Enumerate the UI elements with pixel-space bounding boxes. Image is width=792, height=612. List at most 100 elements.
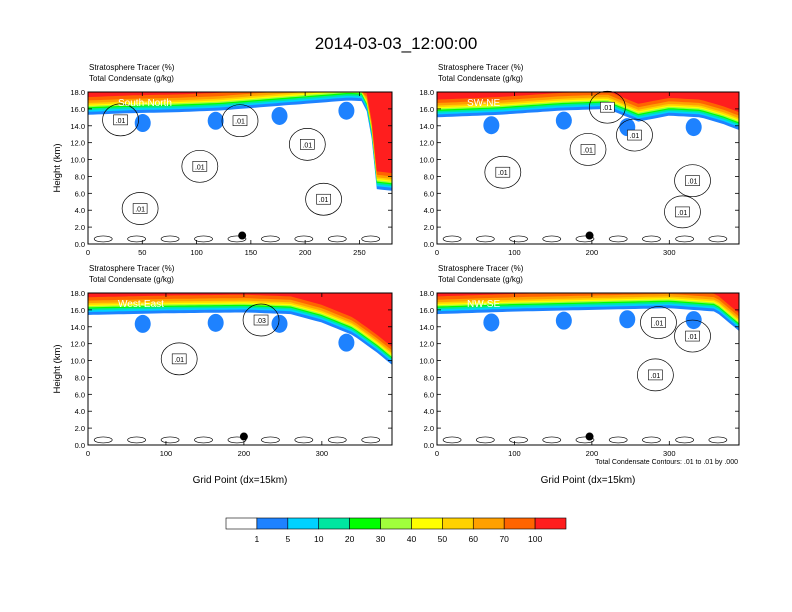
contour-note: Total Condensate Contours: .01 to .01 by…	[595, 459, 738, 466]
tracer-band	[437, 293, 739, 320]
contour-label-text: .01	[651, 373, 661, 380]
y-tick-label: 16.0	[70, 306, 85, 315]
contour-label: .01	[651, 317, 666, 328]
low-cloud-contour	[608, 436, 628, 444]
figure-title: 2014-03-03_12:00:00	[315, 34, 478, 53]
low-cloud-contour	[675, 436, 694, 444]
contour-label-box	[171, 353, 187, 365]
low-cloud-contour	[327, 235, 347, 243]
tracer-patch	[685, 118, 702, 137]
contour-label: .01	[495, 166, 511, 178]
x-tick-label: 300	[663, 248, 676, 257]
low-cloud-contour	[642, 235, 661, 243]
y-tick-label: 8.0	[75, 373, 85, 382]
contour-label-box	[495, 166, 511, 178]
low-cloud-contour	[194, 436, 213, 444]
panel-subtitle: Total Condensate (g/kg)	[89, 275, 174, 284]
contour-label: .01	[580, 144, 596, 155]
contour-label: .01	[627, 129, 642, 141]
tracer-band	[437, 92, 739, 113]
y-tick-label: 10.0	[70, 357, 85, 366]
contour-label-text: .01	[678, 210, 688, 217]
contour-label: .01	[316, 193, 331, 205]
contour-label-text: .01	[602, 105, 612, 112]
tracer-patch	[271, 106, 288, 125]
y-axis-label: Height (km)	[52, 344, 63, 393]
y-tick-label: 14.0	[70, 122, 85, 131]
plot-frame	[87, 91, 393, 245]
x-tick-label: 300	[316, 449, 329, 458]
condensate-contours	[93, 103, 381, 243]
colorbar-label: 1	[255, 534, 260, 544]
colorbar-segment	[318, 517, 350, 530]
colorbar-segment	[472, 517, 505, 530]
location-marker	[585, 432, 594, 441]
y-tick-label: 2.0	[424, 424, 434, 433]
low-cloud-contour	[542, 235, 562, 243]
low-cloud-contour	[542, 436, 562, 444]
low-cloud-contour	[160, 235, 180, 243]
y-tick-label: 8.0	[424, 373, 434, 382]
condensate-contour	[674, 319, 711, 353]
low-cloud-contour	[261, 436, 280, 444]
tracer-patch	[483, 313, 500, 332]
colorbar-segment	[411, 517, 443, 530]
low-cloud-contour	[575, 436, 595, 444]
tracer-patch	[555, 311, 572, 330]
y-tick-label: 0.0	[75, 240, 85, 249]
contour-label-box	[300, 139, 315, 150]
tracer-fill	[88, 92, 392, 191]
panel-subtitle: Total Condensate (g/kg)	[438, 74, 523, 83]
low-cloud-contour	[361, 436, 381, 444]
tracer-patch	[338, 333, 355, 352]
x-tick-label: 100	[190, 248, 203, 257]
condensate-contour	[674, 164, 711, 198]
plot-frame	[436, 292, 740, 446]
contour-label-text: .01	[688, 334, 698, 341]
tracer-fill	[437, 293, 739, 331]
contour-label: .01	[648, 369, 663, 381]
y-tick-label: 4.0	[75, 206, 85, 215]
x-tick-label: 150	[245, 248, 258, 257]
low-cloud-contour	[127, 436, 146, 444]
low-cloud-contour	[475, 235, 495, 243]
tracer-patch	[555, 111, 572, 130]
contour-label-box	[675, 206, 690, 218]
contour-label: .01	[685, 175, 700, 186]
x-tick-label: 200	[586, 248, 599, 257]
colorbar-label: 40	[407, 534, 417, 544]
condensate-contour	[305, 182, 342, 216]
y-tick-label: 12.0	[419, 139, 434, 148]
colorbar-label: 60	[469, 534, 479, 544]
low-cloud-contour	[93, 235, 113, 243]
low-cloud-contour	[442, 235, 462, 243]
x-tick-label: 100	[160, 449, 173, 458]
condensate-contour	[160, 342, 198, 376]
condensate-contour	[616, 118, 653, 152]
low-cloud-contour	[261, 235, 280, 243]
y-tick-label: 4.0	[75, 407, 85, 416]
tracer-patch	[483, 116, 500, 135]
contour-label-text: .01	[654, 321, 664, 328]
panel-subtitle: Total Condensate (g/kg)	[438, 275, 523, 284]
condensate-contour	[102, 103, 139, 137]
condensate-contour	[181, 149, 219, 183]
y-tick-label: 16.0	[419, 105, 434, 114]
contour-label-box	[132, 203, 148, 214]
contour-label: .01	[192, 161, 208, 172]
low-cloud-contour	[675, 235, 694, 243]
y-tick-label: 6.0	[424, 390, 434, 399]
low-cloud-contour	[708, 436, 728, 444]
condensate-contour	[242, 303, 280, 337]
colorbar-segment	[349, 517, 381, 530]
contour-label-box	[253, 314, 269, 326]
colorbar-segment	[287, 517, 320, 530]
low-cloud-contour	[294, 235, 314, 243]
x-tick-label: 0	[435, 449, 439, 458]
contour-label-text: .03	[256, 318, 266, 325]
location-marker	[239, 432, 248, 441]
panel-west-east: .03 .01 West-East Stratosphere Tracer (%) To…	[52, 264, 393, 486]
y-tick-label: 2.0	[75, 424, 85, 433]
contour-label-box	[580, 144, 596, 155]
